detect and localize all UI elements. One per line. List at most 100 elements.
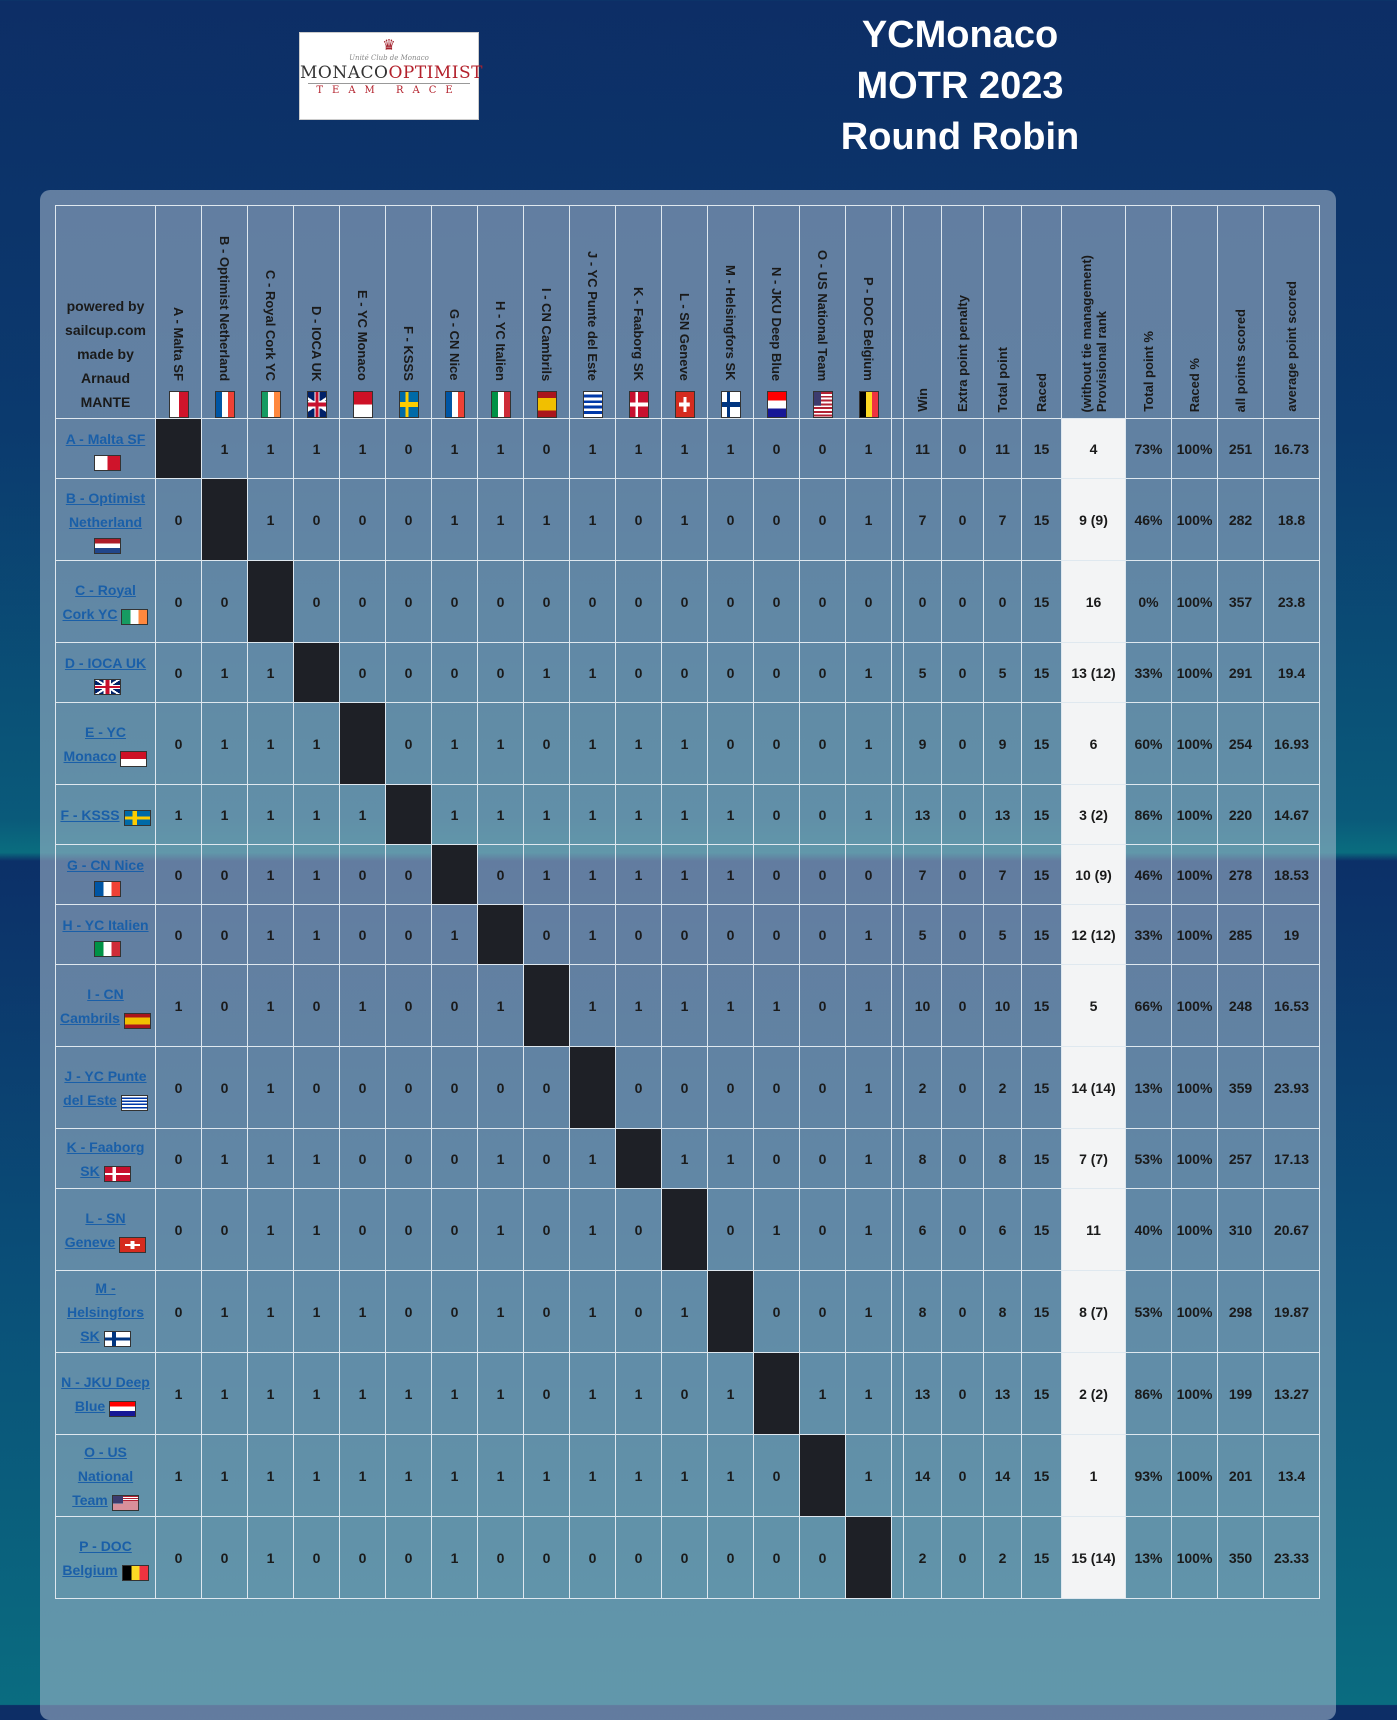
provisional-rank: 9 (9) xyxy=(1061,478,1126,561)
result-cell: 1 xyxy=(339,418,386,479)
diagonal-cell xyxy=(845,1516,892,1599)
raced-cell: 15 xyxy=(1021,1516,1062,1599)
stat-header-5: Total point % xyxy=(1125,205,1172,419)
spain-flag-icon xyxy=(536,391,557,418)
result-cell: 1 xyxy=(477,964,524,1047)
team-link[interactable]: F - KSSS xyxy=(60,806,120,823)
pct-cell: 93% xyxy=(1125,1434,1172,1517)
team-link[interactable]: O - US National Team xyxy=(72,1443,134,1508)
team-link[interactable]: P - DOC Belgium xyxy=(62,1537,132,1578)
raced_pct-cell: 100% xyxy=(1171,418,1218,479)
diagonal-cell xyxy=(385,784,432,845)
all-cell: 199 xyxy=(1217,1352,1264,1435)
team-link[interactable]: M - Helsingfors SK xyxy=(66,1279,144,1344)
raced_pct-cell: 100% xyxy=(1171,1046,1218,1129)
logo-motto: Unité Club de Monaco xyxy=(349,54,429,62)
avg-cell: 17.13 xyxy=(1263,1128,1320,1189)
pct-cell: 0% xyxy=(1125,560,1172,643)
netherlands-flag-icon xyxy=(94,537,121,554)
all-cell: 291 xyxy=(1217,642,1264,703)
result-cell: 0 xyxy=(753,844,800,905)
raced_pct-cell: 100% xyxy=(1171,560,1218,643)
team-link[interactable]: B - Optimist Netherland xyxy=(65,489,146,530)
team-link[interactable]: I - CN Cambrils xyxy=(60,985,124,1026)
result-cell: 1 xyxy=(661,1434,708,1517)
result-cell: 0 xyxy=(339,478,386,561)
column-header-a: A - Malta SF xyxy=(155,205,202,419)
result-cell: 1 xyxy=(707,1352,754,1435)
result-cell: 0 xyxy=(799,904,846,965)
penalty-cell: 0 xyxy=(941,1270,984,1353)
team-link[interactable]: H - YC Italien xyxy=(62,916,149,933)
raced-cell: 15 xyxy=(1021,702,1062,785)
result-cell: 1 xyxy=(569,478,616,561)
column-header-b: B - Optimist Netherland xyxy=(201,205,248,419)
result-cell: 0 xyxy=(293,1516,340,1599)
total-cell: 5 xyxy=(983,642,1022,703)
column-label: E - YC Monaco xyxy=(355,290,370,381)
penalty-cell: 0 xyxy=(941,1128,984,1189)
result-cell: 0 xyxy=(155,1128,202,1189)
denmark-flag-icon xyxy=(103,1165,131,1182)
table-row: P - DOC Belgium 0 0 1 0 0 0 1 0 0 0 0 0 0 0 0 2 0 2 15 15 (1… xyxy=(55,1516,1320,1599)
team-cell: F - KSSS xyxy=(55,784,156,845)
result-cell: 0 xyxy=(339,904,386,965)
result-cell: 0 xyxy=(615,904,662,965)
result-cell: 0 xyxy=(293,560,340,643)
finland-flag-icon xyxy=(720,391,741,418)
team-link[interactable]: E - YC Monaco xyxy=(63,723,126,764)
result-cell: 1 xyxy=(707,844,754,905)
diagonal-cell xyxy=(477,904,524,965)
stat-label: Total point % xyxy=(1141,331,1156,412)
team-link[interactable]: N - JKU Deep Blue xyxy=(61,1373,150,1414)
total-cell: 6 xyxy=(983,1188,1022,1271)
result-cell: 0 xyxy=(799,1046,846,1129)
win-cell: 5 xyxy=(903,904,942,965)
result-cell: 0 xyxy=(431,1128,478,1189)
result-cell: 1 xyxy=(569,904,616,965)
team-link[interactable]: J - YC Punte del Este xyxy=(63,1067,147,1108)
provisional-rank: 8 (7) xyxy=(1061,1270,1126,1353)
result-cell: 1 xyxy=(661,844,708,905)
team-cell: E - YC Monaco xyxy=(55,702,156,785)
provisional-rank: 14 (14) xyxy=(1061,1046,1126,1129)
team-link[interactable]: D - IOCA UK xyxy=(64,654,147,671)
stat-label: Extra point penalty xyxy=(955,294,970,412)
raced_pct-cell: 100% xyxy=(1171,784,1218,845)
result-cell: 0 xyxy=(385,478,432,561)
win-cell: 5 xyxy=(903,642,942,703)
raced_pct-cell: 100% xyxy=(1171,1434,1218,1517)
column-header-p: P - DOC Belgium xyxy=(845,205,892,419)
result-cell: 1 xyxy=(845,1270,892,1353)
team-cell: B - Optimist Netherland xyxy=(55,478,156,561)
avg-cell: 19.87 xyxy=(1263,1270,1320,1353)
result-cell: 0 xyxy=(615,1270,662,1353)
penalty-cell: 0 xyxy=(941,478,984,561)
all-cell: 359 xyxy=(1217,1046,1264,1129)
team-link[interactable]: K - Faaborg SK xyxy=(66,1138,145,1179)
all-cell: 201 xyxy=(1217,1434,1264,1517)
result-cell: 1 xyxy=(293,904,340,965)
result-cell: 0 xyxy=(339,844,386,905)
team-link[interactable]: C - Royal Cork YC xyxy=(62,581,136,622)
column-label: M - Helsingfors SK xyxy=(723,265,738,381)
pct-cell: 60% xyxy=(1125,702,1172,785)
result-cell: 0 xyxy=(385,418,432,479)
diagonal-cell xyxy=(615,1128,662,1189)
avg-cell: 19.4 xyxy=(1263,642,1320,703)
team-cell: N - JKU Deep Blue xyxy=(55,1352,156,1435)
result-cell: 0 xyxy=(799,1270,846,1353)
team-link[interactable]: L - SN Geneve xyxy=(64,1209,126,1250)
result-cell: 0 xyxy=(523,702,570,785)
result-cell: 0 xyxy=(385,904,432,965)
result-cell: 0 xyxy=(523,1270,570,1353)
result-cell: 0 xyxy=(661,642,708,703)
column-label: H - YC Italien xyxy=(493,301,508,381)
diagonal-cell xyxy=(753,1352,800,1435)
diagonal-cell xyxy=(707,1270,754,1353)
total-cell: 11 xyxy=(983,418,1022,479)
total-cell: 7 xyxy=(983,844,1022,905)
result-cell: 1 xyxy=(845,1188,892,1271)
team-link[interactable]: A - Malta SF xyxy=(65,430,146,447)
team-link[interactable]: G - CN Nice xyxy=(66,856,144,873)
